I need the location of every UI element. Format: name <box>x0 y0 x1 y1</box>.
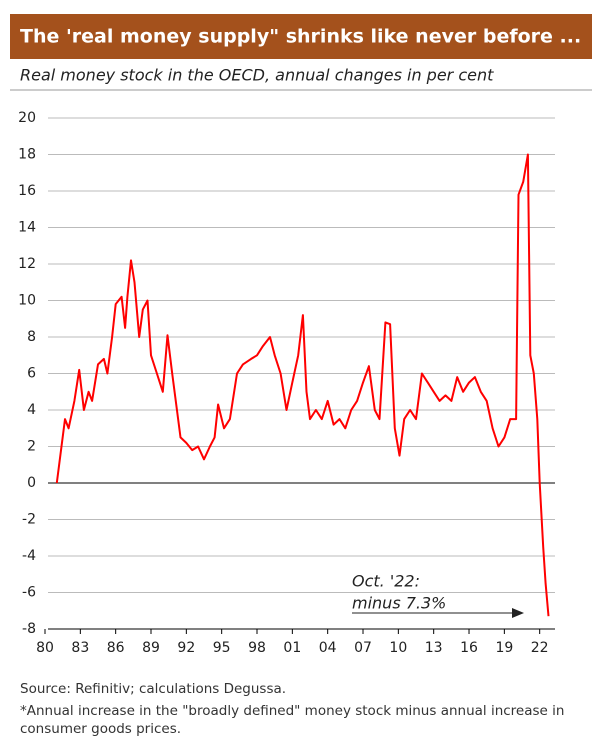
y-tick-label: 8 <box>27 329 36 345</box>
y-tick-label: -6 <box>22 585 36 601</box>
x-tick-label: 92 <box>177 640 195 656</box>
chart-subtitle: Real money stock in the OECD, annual cha… <box>20 66 494 85</box>
x-tick-label: 13 <box>425 640 443 656</box>
y-tick-label: 0 <box>27 475 36 491</box>
x-tick-label: 22 <box>531 640 549 656</box>
y-tick-label: 16 <box>18 183 36 199</box>
x-tick-label: 10 <box>389 640 407 656</box>
footnote: *Annual increase in the "broadly defined… <box>20 703 565 737</box>
chart-title: The 'real money supply" shrinks like nev… <box>20 26 581 48</box>
source: Source: Refinitiv; calculations Degussa. <box>20 681 287 697</box>
x-tick-label: 04 <box>319 640 337 656</box>
y-tick-label: -8 <box>22 621 36 637</box>
y-tick-label: 2 <box>27 439 36 455</box>
y-tick-label: 4 <box>27 402 36 418</box>
x-tick-label: 16 <box>460 640 478 656</box>
y-tick-label: 14 <box>18 220 36 236</box>
x-tick-label: 98 <box>248 640 266 656</box>
title-bar <box>10 14 592 59</box>
y-tick-label: -2 <box>22 512 36 528</box>
y-tick-label: 10 <box>18 293 36 309</box>
y-tick-label: 12 <box>18 256 36 272</box>
x-tick-label: 83 <box>71 640 89 656</box>
annotation: Oct. '22: <box>352 572 420 591</box>
arrow-head <box>512 608 524 618</box>
x-tick-label: 86 <box>107 640 125 656</box>
x-tick-label: 95 <box>213 640 231 656</box>
y-tick-label: 20 <box>18 110 36 126</box>
y-tick-label: 6 <box>27 366 36 382</box>
chart: The 'real money supply" shrinks like nev… <box>10 14 592 656</box>
x-tick-label: 89 <box>142 640 160 656</box>
annotation: minus 7.3% <box>352 594 446 613</box>
data-line <box>55 153 550 617</box>
x-tick-label: 80 <box>36 640 54 656</box>
x-tick-label: 01 <box>283 640 301 656</box>
x-tick-label: 19 <box>495 640 513 656</box>
x-tick-label: 07 <box>354 640 372 656</box>
y-tick-label: -4 <box>22 548 36 564</box>
y-tick-label: 18 <box>18 147 36 163</box>
